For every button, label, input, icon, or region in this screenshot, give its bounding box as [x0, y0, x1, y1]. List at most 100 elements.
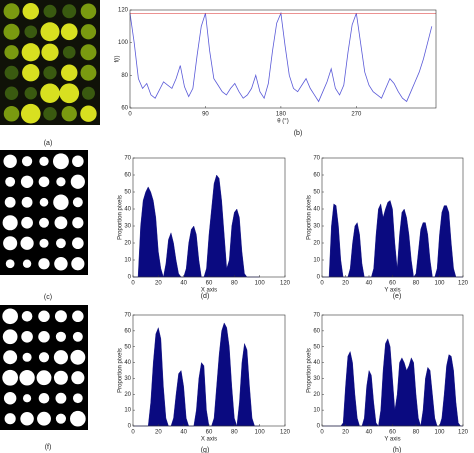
- spot: [4, 86, 19, 100]
- y-axis-label: Proportion pixels: [307, 348, 313, 393]
- spot: [59, 83, 80, 104]
- spot: [20, 175, 34, 188]
- spot: [2, 329, 18, 345]
- y-tick-label: 60: [121, 106, 128, 112]
- spot: [2, 215, 18, 231]
- y-tick-label: 0: [317, 275, 321, 281]
- caption: (b): [294, 130, 303, 137]
- spot: [3, 105, 20, 122]
- y-tick-label: 30: [124, 224, 131, 230]
- x-axis-label: θ (°): [277, 119, 288, 125]
- spot: [22, 352, 32, 362]
- spot: [54, 257, 68, 271]
- y-axis-label: Proportion pixels: [118, 195, 124, 240]
- x-tick-label: 20: [342, 281, 349, 287]
- spot: [37, 411, 51, 426]
- x-tick-label: 90: [202, 112, 209, 118]
- spot: [39, 217, 49, 228]
- area: [133, 174, 260, 278]
- x-tick-label: 0: [320, 281, 324, 287]
- spot: [60, 23, 78, 41]
- x-tick-label: 20: [155, 430, 162, 436]
- spot: [22, 259, 32, 268]
- spot: [61, 106, 77, 122]
- x-tick-label: 60: [389, 430, 396, 436]
- y-tick-label: 100: [118, 40, 129, 46]
- caption: (g): [201, 447, 210, 453]
- spot: [5, 176, 16, 187]
- spot: [62, 4, 77, 19]
- spot: [56, 177, 66, 187]
- y-tick-label: 10: [313, 258, 320, 264]
- spot: [80, 44, 97, 61]
- spot: [4, 413, 16, 425]
- spot: [3, 392, 17, 405]
- x-axis-label: X axis: [201, 437, 217, 443]
- spot: [43, 66, 57, 80]
- spot: [21, 43, 40, 62]
- spot: [3, 23, 20, 40]
- spot: [72, 310, 84, 323]
- x-tick-label: 20: [342, 430, 349, 436]
- spot: [80, 64, 97, 81]
- spot: [39, 238, 49, 248]
- spot: [71, 371, 85, 385]
- y-tick-label: 20: [124, 241, 131, 247]
- x-tick-label: 120: [280, 430, 291, 436]
- y-tick-label: 40: [313, 207, 320, 213]
- y-tick-label: 50: [124, 344, 131, 350]
- spot: [55, 413, 66, 424]
- spot: [38, 352, 50, 363]
- y-tick-label: 50: [124, 190, 131, 196]
- y-tick-label: 40: [124, 207, 131, 213]
- spot: [72, 331, 83, 342]
- area: [322, 338, 463, 427]
- spot: [21, 216, 33, 229]
- y-tick-label: 60: [313, 173, 320, 179]
- y-tick-label: 60: [124, 328, 131, 334]
- spot: [39, 156, 49, 166]
- area: [133, 322, 260, 427]
- spot: [38, 176, 50, 188]
- spot: [55, 331, 66, 342]
- y-tick-label: 40: [124, 360, 131, 366]
- area: [322, 200, 463, 278]
- spot: [53, 370, 68, 385]
- image-panel: [0, 0, 100, 125]
- spot: [71, 257, 85, 271]
- y-tick-label: 10: [313, 408, 320, 414]
- spot: [22, 3, 40, 20]
- spot: [2, 308, 18, 325]
- y-axis-label: Proportion pixels: [118, 348, 124, 393]
- spot: [40, 22, 60, 42]
- spot: [72, 197, 83, 208]
- y-tick-label: 70: [313, 313, 320, 319]
- x-tick-label: 0: [131, 281, 135, 287]
- x-tick-label: 100: [255, 430, 266, 436]
- spot: [43, 106, 57, 121]
- spot: [3, 350, 18, 365]
- caption: (h): [393, 447, 402, 453]
- spot: [2, 369, 19, 386]
- y-tick-label: 10: [124, 258, 131, 264]
- spot: [53, 350, 68, 365]
- y-tick-label: 30: [313, 224, 320, 230]
- y-tick-label: 70: [124, 313, 131, 319]
- spot: [72, 155, 84, 168]
- spot: [52, 153, 69, 170]
- y-tick-label: 0: [128, 424, 132, 430]
- y-tick-label: 50: [313, 344, 320, 350]
- spot: [38, 258, 50, 270]
- x-tick-label: 0: [320, 430, 324, 436]
- spot: [38, 331, 50, 343]
- y-tick-label: 20: [313, 392, 320, 398]
- spot: [80, 105, 97, 122]
- y-tick-label: 20: [313, 241, 320, 247]
- spot: [21, 156, 33, 167]
- spot: [70, 349, 86, 365]
- spot: [3, 3, 20, 20]
- spot: [20, 411, 34, 426]
- y-tick-label: 120: [118, 8, 129, 14]
- x-tick-label: 60: [389, 281, 396, 287]
- spot: [21, 310, 33, 322]
